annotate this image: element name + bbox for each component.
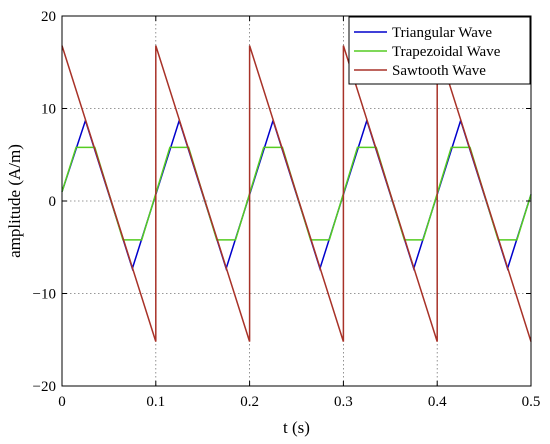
- y-tick-label: 0: [49, 194, 57, 210]
- axis-ticks: 0 0.1 0.2 0.3 0.4 0.5 −20 −10 0 10 20: [33, 9, 541, 410]
- x-tick-label: 0.5: [522, 394, 541, 410]
- x-tick-label: 0.2: [240, 394, 259, 410]
- legend: Triangular Wave Trapezoidal Wave Sawtoot…: [348, 16, 531, 85]
- legend-box: [348, 16, 531, 85]
- x-axis-label: t (s): [283, 418, 310, 437]
- x-tick-label: 0: [58, 394, 66, 410]
- y-tick-label: −20: [33, 379, 56, 395]
- y-tick-label: −10: [33, 287, 56, 303]
- legend-label-sawtooth: Sawtooth Wave: [392, 63, 486, 79]
- series-lines: [61, 45, 532, 342]
- legend-label-triangular: Triangular Wave: [392, 25, 492, 41]
- y-axis-label: amplitude (A/m): [5, 144, 24, 258]
- y-tick-label: 20: [41, 9, 56, 25]
- series-line-sawtooth-wave: [61, 45, 532, 342]
- x-tick-label: 0.4: [428, 394, 447, 410]
- x-tick-label: 0.1: [146, 394, 165, 410]
- x-tick-label: 0.3: [334, 394, 353, 410]
- legend-label-trapezoidal: Trapezoidal Wave: [392, 44, 501, 60]
- y-tick-label: 10: [41, 102, 56, 118]
